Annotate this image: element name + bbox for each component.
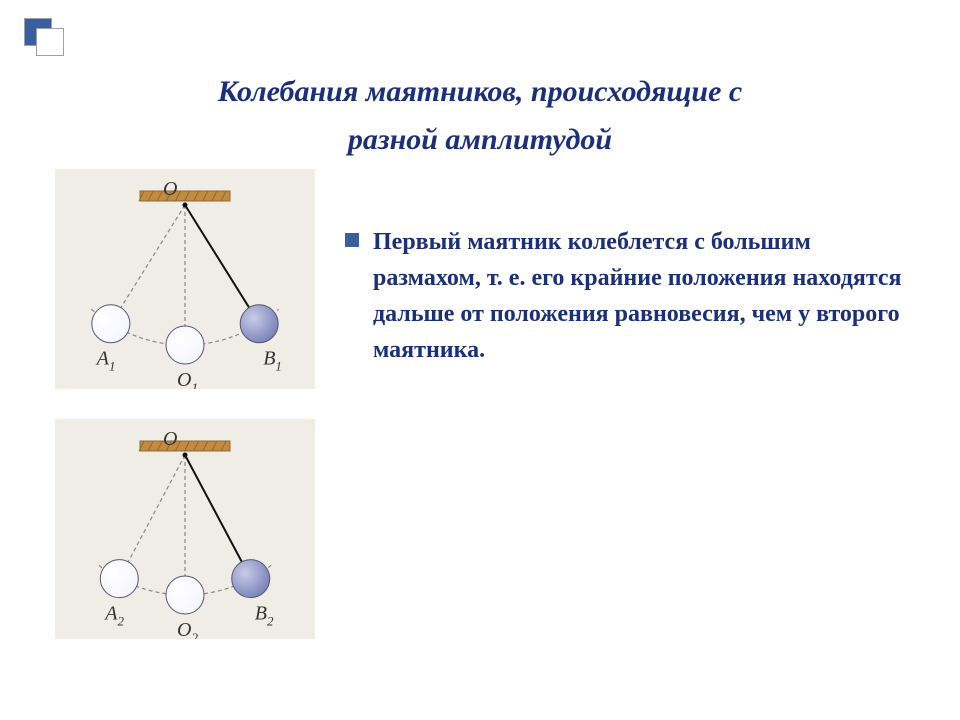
- svg-text:O: O: [163, 428, 177, 450]
- deco-square-front-overlay: [36, 28, 64, 56]
- bullet-icon: [345, 233, 359, 247]
- content-area: OA1O1B1 OA2O2B2 Первый маятник колеблетс…: [0, 164, 960, 639]
- body-text: Первый маятник колеблется с большим разм…: [373, 224, 920, 368]
- svg-text:O: O: [163, 178, 177, 200]
- body-text-block: Первый маятник колеблется с большим разм…: [345, 164, 920, 368]
- title-line1: Колебания маятников, происходящие с: [0, 68, 960, 116]
- pendulum-diagram-2: OA2O2B2: [55, 419, 315, 639]
- title-line2: разной амплитудой: [0, 116, 960, 164]
- slide-title: Колебания маятников, происходящие с разн…: [0, 0, 960, 164]
- pendulum-diagrams: OA1O1B1 OA2O2B2: [55, 164, 315, 639]
- pendulum-diagram-1: OA1O1B1: [55, 169, 315, 389]
